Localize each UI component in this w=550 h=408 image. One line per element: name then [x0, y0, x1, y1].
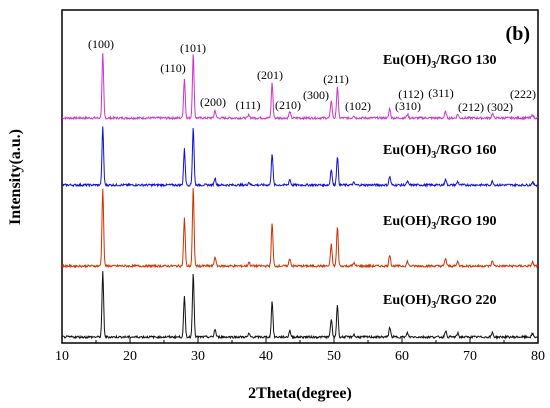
series-trace [61, 52, 539, 121]
peak-label: (100) [88, 37, 114, 51]
x-axis-ticks [61, 337, 539, 343]
peak-label: (111) [235, 98, 260, 112]
series-label: Eu(OH)3/RGO 130 [383, 53, 497, 71]
peak-label: (211) [323, 72, 349, 86]
peak-label: (101) [180, 41, 206, 55]
peak-label: (212) [458, 100, 484, 114]
x-tick-label: 70 [463, 349, 477, 364]
x-tick-label: 30 [191, 349, 205, 364]
x-tick-label: 10 [55, 349, 69, 364]
x-tick-label: 20 [123, 349, 137, 364]
x-axis-tick-labels: 10 20 30 40 50 60 70 80 [55, 349, 545, 364]
series-trace [61, 126, 539, 189]
peak-label: (311) [428, 86, 454, 100]
peak-label: (210) [275, 98, 301, 112]
x-axis-title: 2Theta(degree) [248, 385, 352, 402]
peak-label: (300) [303, 88, 329, 102]
series-traces [61, 52, 539, 340]
peak-label: (112) [398, 87, 424, 101]
series-label: Eu(OH)3/RGO 190 [383, 214, 497, 232]
series-label: Eu(OH)3/RGO 220 [383, 293, 497, 311]
peak-label: (110) [160, 61, 186, 75]
x-tick-label: 80 [531, 349, 545, 364]
y-axis-title: Intensity(a.u.) [7, 129, 24, 225]
peak-label: (310) [395, 99, 421, 113]
x-tick-label: 50 [327, 349, 341, 364]
series-labels: Eu(OH)3/RGO 130 Eu(OH)3/RGO 160 Eu(OH)3/RG… [383, 53, 497, 311]
peak-label: (200) [200, 95, 226, 109]
peak-label: (222) [510, 87, 536, 101]
series-trace [61, 271, 539, 340]
series-trace [61, 188, 539, 269]
x-tick-label: 60 [395, 349, 409, 364]
peak-label: (302) [487, 100, 513, 114]
panel-label: (b) [506, 23, 530, 45]
peak-label: (201) [257, 68, 283, 82]
x-tick-label: 40 [259, 349, 273, 364]
peak-labels: (100) (110) (101) (200) (111) (201) (210)(300)… [88, 37, 536, 114]
series-label: Eu(OH)3/RGO 160 [383, 143, 497, 161]
peak-label: (102) [345, 99, 371, 113]
